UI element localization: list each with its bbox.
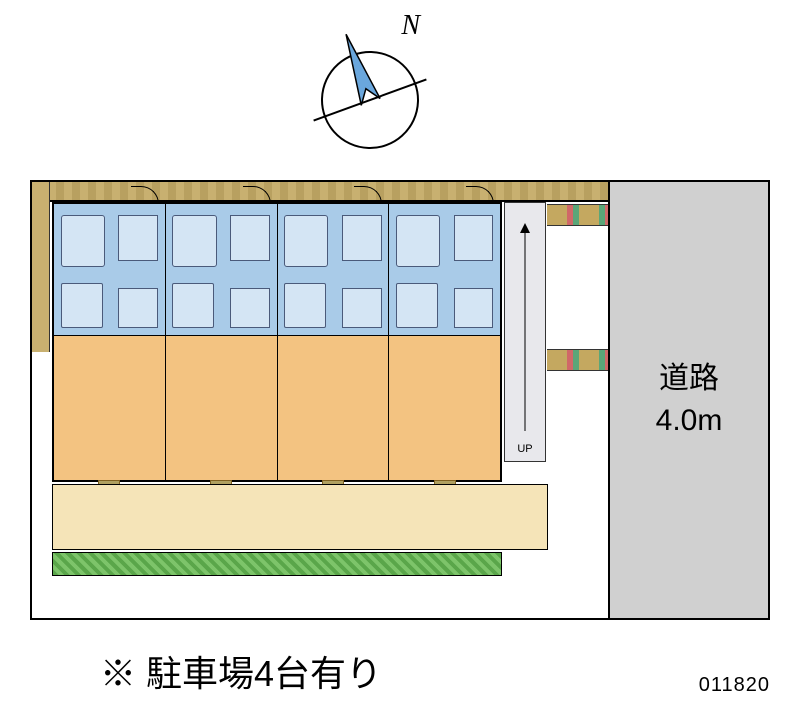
kitchen-icon	[230, 288, 270, 327]
road-label-line2: 4.0m	[656, 404, 723, 437]
unit-2	[166, 204, 278, 480]
sink-icon	[118, 215, 158, 261]
road-label-line1: 道路	[659, 362, 719, 395]
toilet-icon	[172, 283, 214, 328]
brick-path-north	[547, 204, 608, 226]
plan-id: 011820	[699, 674, 770, 697]
site-boundary: 道路 4.0m UP	[30, 180, 770, 620]
bath-icon	[396, 215, 440, 268]
wet-area	[278, 204, 389, 336]
kitchen-icon	[454, 288, 494, 327]
compass: N	[290, 10, 450, 170]
stair-label: UP	[517, 443, 532, 455]
wet-area	[166, 204, 277, 336]
stair-area: UP	[504, 202, 546, 462]
unit-1	[54, 204, 166, 480]
building-footprint	[52, 202, 502, 482]
living-area	[389, 336, 500, 480]
toilet-icon	[284, 283, 326, 328]
wet-area	[389, 204, 500, 336]
parking-note: ※ 駐車場4台有り	[100, 645, 382, 697]
road-label: 道路 4.0m	[656, 358, 723, 442]
kitchen-icon	[342, 288, 382, 327]
unit-4	[389, 204, 500, 480]
bath-icon	[284, 215, 328, 268]
west-edge	[32, 182, 50, 352]
stair-line	[525, 233, 526, 431]
site-plan-canvas: N 道路 4.0m UP	[0, 0, 800, 727]
front-walkway	[52, 484, 548, 550]
north-strip	[32, 182, 608, 202]
sink-icon	[342, 215, 382, 261]
road-area: 道路 4.0m	[608, 182, 768, 618]
living-area	[278, 336, 389, 480]
compass-label: N	[401, 10, 420, 42]
arrow-up-icon	[520, 223, 530, 233]
sink-icon	[230, 215, 270, 261]
kitchen-icon	[118, 288, 158, 327]
bath-icon	[61, 215, 105, 268]
wet-area	[54, 204, 165, 336]
bath-icon	[172, 215, 216, 268]
living-area	[54, 336, 165, 480]
hedge	[52, 552, 502, 576]
sink-icon	[454, 215, 494, 261]
unit-3	[278, 204, 390, 480]
toilet-icon	[396, 283, 438, 328]
brick-path-south	[547, 349, 608, 371]
living-area	[166, 336, 277, 480]
toilet-icon	[61, 283, 103, 328]
compass-icon	[290, 10, 450, 170]
